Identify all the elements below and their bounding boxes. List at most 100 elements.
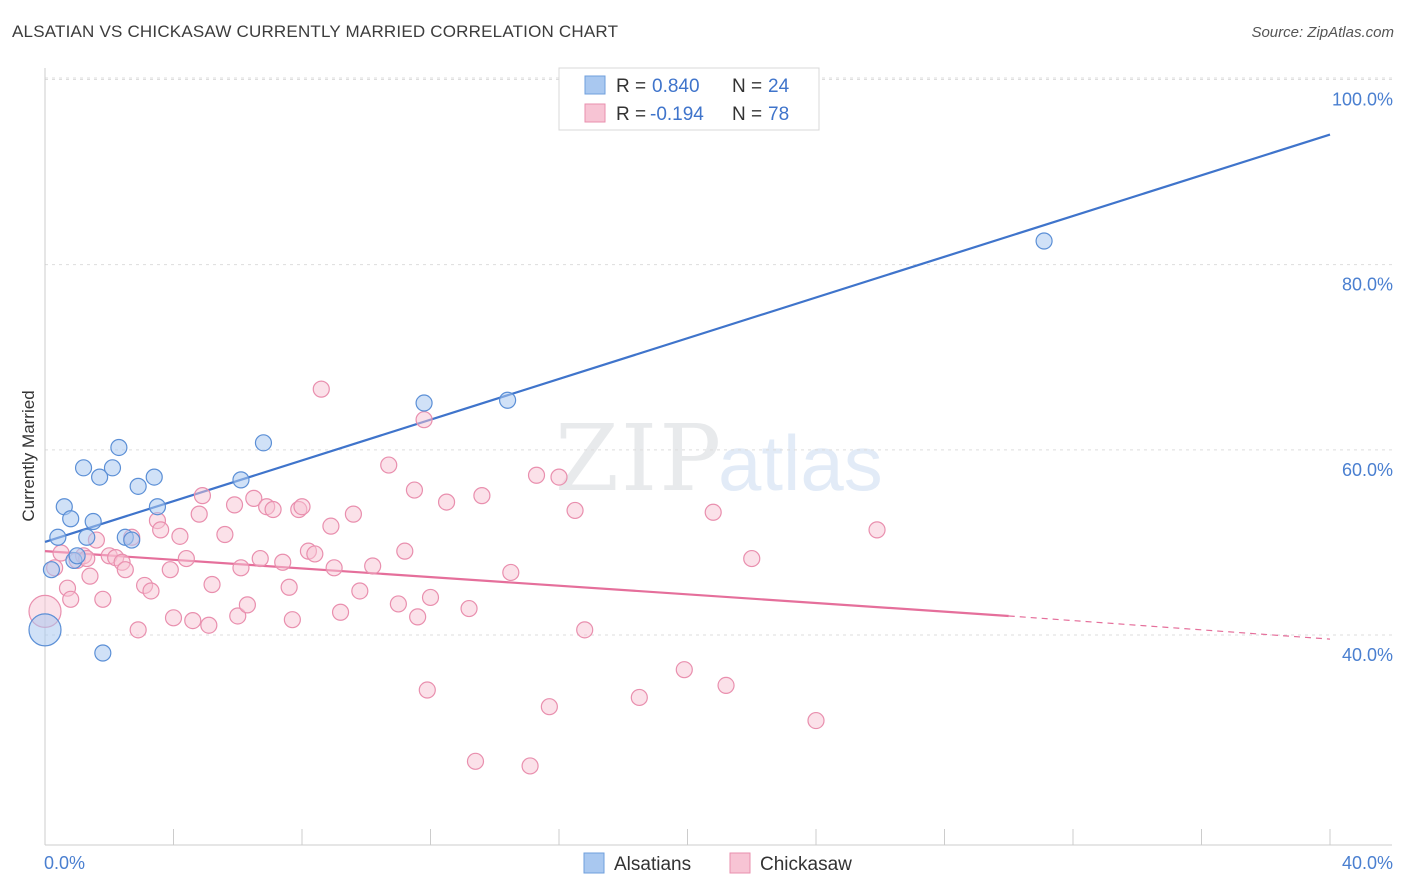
- point-alsatians-13: [110, 438, 128, 457]
- x-axis-ticks: [44, 829, 1331, 845]
- bottom-legend: Alsatians Chickasaw: [583, 852, 852, 875]
- legend-n-label-0: N =: [732, 76, 762, 97]
- point-chickasaw-65: [502, 563, 520, 582]
- point-chickasaw-50: [344, 505, 362, 523]
- y-axis-title: Currently Married: [19, 390, 38, 521]
- point-chickasaw-61: [437, 493, 456, 511]
- point-chickasaw-40: [280, 578, 298, 596]
- point-chickasaw-74: [704, 503, 722, 521]
- point-chickasaw-14: [116, 561, 134, 579]
- data-points: [28, 232, 1053, 775]
- point-chickasaw-26: [190, 505, 208, 523]
- point-chickasaw-49: [331, 603, 350, 621]
- point-chickasaw-36: [251, 549, 269, 568]
- point-chickasaw-32: [229, 607, 247, 625]
- point-chickasaw-67: [527, 466, 546, 484]
- point-chickasaw-25: [184, 611, 202, 630]
- legend-n-value-1: 78: [768, 104, 789, 125]
- point-alsatians-17: [145, 468, 163, 486]
- y-tick-label-60: 60.0%: [1342, 460, 1393, 480]
- legend-swatch-chickasaw: [584, 103, 606, 123]
- point-chickasaw-68: [540, 698, 558, 716]
- point-chickasaw-22: [164, 609, 183, 627]
- point-chickasaw-58: [415, 411, 433, 429]
- point-alsatians-21: [415, 394, 433, 412]
- trend-line-chickasaw-extension: [1008, 615, 1331, 640]
- point-chickasaw-77: [807, 711, 825, 730]
- bottom-legend-label-alsatians: Alsatians: [614, 854, 691, 875]
- point-chickasaw-73: [675, 661, 693, 679]
- legend-r-value-1: -0.194: [650, 104, 704, 125]
- legend-r-value-0: 0.840: [652, 76, 700, 97]
- point-chickasaw-43: [293, 498, 311, 516]
- watermark: ZIP atlas: [555, 405, 883, 512]
- point-alsatians-23: [1035, 232, 1053, 250]
- point-chickasaw-59: [418, 681, 436, 699]
- point-chickasaw-39: [274, 553, 292, 571]
- point-chickasaw-55: [396, 542, 414, 560]
- point-chickasaw-35: [245, 489, 263, 507]
- x-tick-label-max: 40.0%: [1342, 853, 1393, 873]
- point-chickasaw-60: [421, 588, 440, 607]
- point-chickasaw-33: [232, 559, 250, 577]
- point-chickasaw-47: [322, 517, 340, 535]
- point-alsatians-10: [91, 468, 109, 486]
- y-tick-label-40: 40.0%: [1342, 645, 1393, 665]
- point-chickasaw-56: [405, 481, 424, 499]
- point-chickasaw-71: [576, 621, 594, 639]
- point-alsatians-9: [84, 512, 102, 531]
- y-tick-label-100: 100.0%: [1332, 90, 1393, 110]
- point-alsatians-7: [74, 459, 93, 477]
- point-chickasaw-10: [94, 590, 112, 608]
- point-alsatians-16: [129, 477, 147, 495]
- point-chickasaw-4: [62, 590, 80, 608]
- point-alsatians-1: [42, 561, 61, 579]
- point-chickasaw-21: [161, 561, 179, 579]
- point-chickasaw-70: [566, 501, 584, 520]
- legend-r-label-1: R =: [616, 104, 646, 125]
- point-alsatians-0: [28, 613, 62, 647]
- point-chickasaw-8: [81, 567, 99, 585]
- point-chickasaw-76: [743, 549, 761, 568]
- trend-lines: [44, 133, 1331, 640]
- trend-line-chickasaw: [44, 550, 1009, 618]
- point-chickasaw-27: [193, 487, 212, 505]
- top-legend: R = 0.840 N = 24 R = -0.194 N = 78: [558, 67, 820, 131]
- point-chickasaw-41: [283, 611, 301, 629]
- legend-n-value-0: 24: [768, 76, 790, 97]
- point-chickasaw-23: [171, 527, 189, 545]
- trend-line-alsatians: [44, 133, 1331, 543]
- legend-n-label-1: N =: [732, 104, 762, 125]
- point-alsatians-20: [254, 434, 273, 452]
- point-alsatians-2: [49, 528, 67, 546]
- bottom-legend-swatch-chickasaw: [729, 852, 751, 874]
- bottom-legend-label-chickasaw: Chickasaw: [760, 854, 852, 875]
- point-chickasaw-38: [264, 500, 282, 519]
- point-chickasaw-48: [325, 559, 343, 577]
- bottom-legend-swatch-alsatians: [583, 852, 605, 874]
- point-chickasaw-45: [306, 545, 324, 563]
- y-tick-labels: 40.0% 60.0% 80.0% 100.0%: [1332, 90, 1393, 666]
- point-chickasaw-64: [473, 487, 491, 505]
- legend-r-label-0: R =: [616, 76, 646, 97]
- gridlines: [45, 77, 1392, 636]
- point-chickasaw-18: [142, 582, 160, 600]
- point-chickasaw-34: [238, 596, 256, 614]
- point-chickasaw-72: [630, 688, 648, 707]
- point-chickasaw-78: [868, 521, 886, 539]
- point-chickasaw-30: [216, 525, 234, 544]
- point-alsatians-12: [103, 459, 122, 477]
- point-chickasaw-66: [521, 757, 539, 775]
- x-tick-label-min: 0.0%: [44, 853, 85, 873]
- chart-title: ALSATIAN VS CHICKASAW CURRENTLY MARRIED …: [12, 22, 619, 41]
- point-chickasaw-31: [225, 496, 244, 514]
- watermark-atlas: atlas: [718, 419, 883, 507]
- legend-swatch-alsatians: [584, 75, 606, 95]
- point-chickasaw-63: [466, 752, 485, 770]
- point-alsatians-8: [78, 528, 96, 546]
- point-chickasaw-28: [200, 616, 218, 634]
- point-chickasaw-69: [550, 468, 568, 486]
- point-chickasaw-16: [129, 621, 147, 639]
- point-alsatians-15: [123, 531, 141, 549]
